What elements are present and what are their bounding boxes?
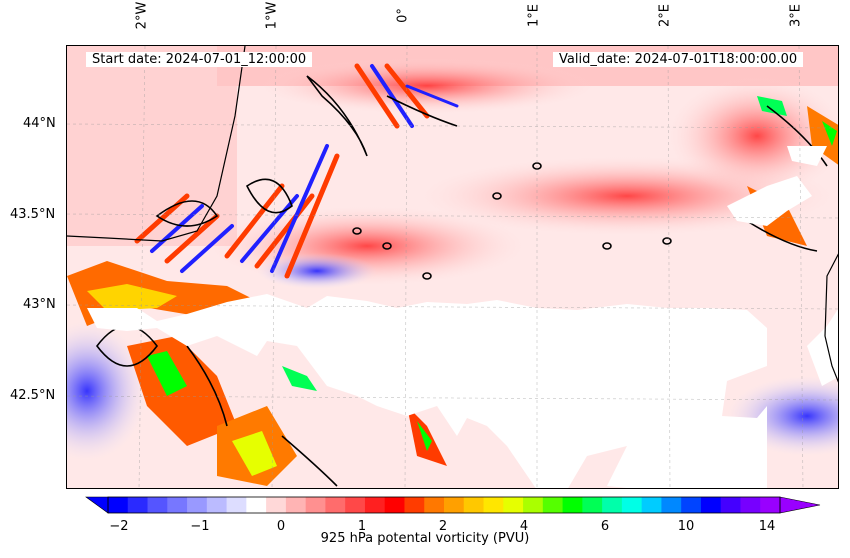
lat-label-43-5n: 43.5°N	[10, 207, 56, 222]
lon-label-3e: 3°E	[788, 4, 804, 27]
colorbar-cell	[325, 497, 346, 513]
colorbar-cell	[364, 497, 386, 513]
colorbar-cell	[503, 497, 524, 513]
colorbar-max-arrow	[779, 496, 821, 514]
colorbar-cell	[720, 497, 741, 513]
lon-label-2w: 2°W	[134, 1, 150, 30]
colorbar-cell	[127, 497, 149, 513]
blue-patch-center	[257, 253, 377, 289]
cbar-tick-6: 6	[600, 519, 610, 534]
lon-label-2e: 2°E	[657, 4, 673, 27]
northwest-high-pv	[67, 46, 237, 246]
terrain-mask	[87, 146, 838, 488]
colorbar-cell	[523, 497, 544, 513]
colorbar-cell	[661, 497, 682, 513]
colorbar-cell	[602, 497, 623, 513]
colorbar-cell	[404, 497, 425, 513]
colorbar-cell	[384, 497, 405, 513]
colorbar-cell	[562, 497, 583, 513]
valid-date-label: Valid_date: 2024-07-01T18:00:00.00	[553, 52, 804, 67]
colorbar-outline	[107, 496, 781, 514]
colorbar-cell	[246, 497, 267, 513]
cbar-tick-4: 4	[519, 519, 529, 534]
gridlines	[67, 46, 838, 488]
colorbar-cell	[424, 497, 445, 513]
colorbar-cell	[483, 497, 504, 513]
colorbar-cell	[206, 497, 228, 513]
colorbar-cell	[108, 497, 129, 513]
cbar-tick-10: 10	[677, 519, 695, 534]
colorbar-cell	[285, 497, 307, 513]
lat-label-42-5n: 42.5°N	[10, 388, 56, 403]
colorbar-cell	[187, 497, 208, 513]
cbar-tick-0: 0	[276, 519, 286, 534]
colorbar-cell	[226, 497, 247, 513]
cbar-tick-1: 1	[357, 519, 367, 534]
cbar-tick-2: 2	[438, 519, 448, 534]
colorbar-cell	[740, 497, 761, 513]
colorbar-cell	[305, 497, 326, 513]
lat-label-43n: 43°N	[23, 297, 56, 312]
colorbar-cell	[641, 497, 662, 513]
colorbar-cell	[582, 497, 603, 513]
colorbar	[85, 496, 821, 514]
pv-contours	[95, 75, 828, 487]
blue-patch-west	[67, 321, 147, 461]
cbar-tick-neg1: −1	[190, 519, 210, 534]
lon-label-1e: 1°E	[526, 4, 542, 27]
colorbar-min-arrow	[85, 496, 109, 514]
map-panel	[66, 45, 839, 489]
colorbar-cell	[760, 497, 781, 513]
lon-label-1w: 1°W	[264, 1, 280, 30]
colorbar-cell	[463, 497, 485, 513]
colorbar-label: 925 hPa potental vorticity (PVU)	[320, 531, 530, 546]
lat-label-44n: 44°N	[23, 116, 56, 131]
colorbar-cell	[345, 497, 366, 513]
cbar-tick-14: 14	[758, 519, 776, 534]
colorbar-cell	[542, 497, 564, 513]
colorbar-cell	[147, 497, 168, 513]
red-streak-1	[257, 58, 597, 114]
colorbar-cell	[444, 497, 465, 513]
start-date-label: Start date: 2024-07-01_12:00:00	[86, 52, 313, 67]
colorbar-cell	[266, 497, 287, 513]
lon-label-0: 0°	[395, 8, 411, 23]
colorbar-cell	[700, 497, 722, 513]
pv-field-map	[67, 46, 838, 488]
coastline	[67, 46, 838, 383]
cbar-tick-neg2: −2	[109, 519, 129, 534]
red-streak-4	[667, 76, 838, 196]
colorbar-cell	[167, 497, 188, 513]
colorbar-cell	[681, 497, 702, 513]
colorbar-cell	[621, 497, 643, 513]
